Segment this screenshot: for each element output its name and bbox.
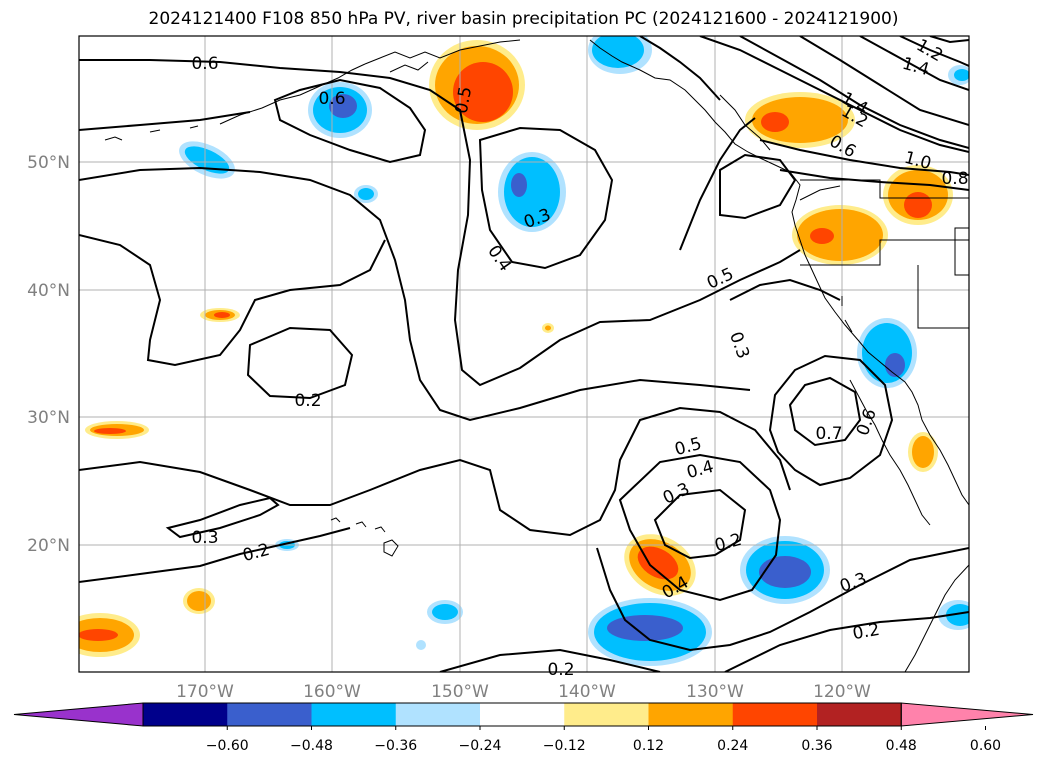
lon-label: 150°W: [431, 682, 489, 702]
colorbar-extend-high: [900, 702, 1034, 727]
anomaly-neg-small-48n: [354, 185, 378, 203]
colorbar-tick-label: 0.60: [970, 738, 1001, 754]
contour-label: 0.4: [685, 457, 716, 483]
contour-label: 0.8: [941, 169, 968, 189]
colorbar-extend-low: [13, 702, 144, 727]
colorbar-outline: [142, 702, 902, 727]
coastlines: [104, 39, 969, 672]
colorbar-tick-label: −0.36: [374, 738, 417, 754]
colorbar-swatch: [732, 703, 818, 726]
contour-label: 0.2: [851, 620, 881, 644]
contour-label: 0.2: [241, 540, 272, 566]
anomaly-neg-small-15n: [427, 600, 463, 624]
contour-label: 0.5: [452, 85, 476, 115]
anomaly-neg-central-12n: [588, 598, 712, 666]
colorbar-tick-label: −0.60: [206, 738, 249, 754]
lon-label: 140°W: [558, 682, 616, 702]
colorbar-tick-label: −0.12: [543, 738, 586, 754]
contour-label: 0.6: [853, 406, 881, 438]
anomaly-gulf-alaska: [429, 40, 525, 130]
anomaly-baja: [908, 432, 938, 472]
contour-label: 0.5: [673, 434, 704, 460]
colorbar-tick-label: 0.24: [717, 738, 748, 754]
lat-label: 20°N: [27, 536, 70, 556]
colorbar: −0.60 −0.48 −0.36 −0.24 −0.12 0.12 0.24 0.36 0.4…: [13, 702, 1034, 754]
colorbar-tick-label: 0.12: [633, 738, 664, 754]
lat-label: 40°N: [27, 281, 70, 301]
colorbar-tick-label: 0.36: [801, 738, 832, 754]
colorbar-swatch: [143, 703, 228, 726]
colorbar-tick-label: 0.48: [886, 738, 917, 754]
colorbar-swatch: [648, 703, 734, 726]
contour-label: 0.6: [191, 54, 218, 74]
precipitation-shading: [79, 36, 969, 666]
lon-label: 170°W: [176, 682, 234, 702]
anomaly-oregon-california: [792, 205, 888, 265]
lat-label: 30°N: [27, 408, 70, 428]
colorbar-swatch: [564, 703, 649, 726]
colorbar-swatch: [480, 703, 565, 726]
anomaly-neg-se-alaska: [588, 36, 652, 74]
latitude-axis-labels: 50°N 40°N 30°N 20°N: [27, 153, 70, 556]
lon-label: 120°W: [813, 682, 871, 702]
map-title: 2024121400 F108 850 hPa PV, river basin …: [148, 9, 899, 29]
contour-label: 0.4: [483, 242, 515, 276]
anomaly-west-15n: [183, 588, 215, 614]
anomaly-west-30n: [85, 421, 149, 439]
plot-frame: [78, 35, 970, 673]
contour-labels: 0.60.6 0.50.30.40.50.30.20.30.20.50.40.30…: [191, 35, 968, 680]
colorbar-swatch: [817, 703, 902, 726]
longitude-axis-labels: 170°W 160°W 150°W 140°W 130°W 120°W: [176, 682, 871, 702]
contour-label: 0.2: [713, 530, 744, 556]
lat-label: 50°N: [27, 153, 70, 173]
anomaly-neg-aleutians: [308, 82, 372, 138]
contour-label: 0.3: [191, 528, 218, 548]
contour-label: 0.5: [704, 264, 737, 294]
contour-label: 0.3: [725, 329, 753, 361]
contour-label: 0.2: [547, 660, 574, 680]
anomaly-small-west-40n: [200, 308, 240, 322]
anomaly-neg-central-20n: [740, 536, 830, 604]
colorbar-swatch: [395, 703, 481, 726]
anomaly-tiny-37n: [542, 323, 554, 333]
anomaly-neg-gulf: [498, 152, 566, 232]
contour-label: 0.6: [318, 89, 345, 109]
contour-label: 0.3: [660, 479, 693, 509]
pv-contours: [79, 36, 969, 672]
colorbar-swatch: [227, 703, 312, 726]
contour-label: 0.2: [294, 391, 321, 411]
anomaly-bc-coast: [745, 92, 855, 148]
colorbar-swatch: [311, 703, 397, 726]
anomaly-neg-ne-corner: [948, 65, 969, 85]
contour-label: 0.7: [815, 424, 842, 444]
colorbar-tick-label: −0.48: [290, 738, 333, 754]
anomaly-neg-small-50n: [179, 141, 235, 179]
colorbar-tick-label: −0.24: [459, 738, 502, 754]
anomaly-neg-tiny-11n: [416, 640, 426, 650]
lon-label: 130°W: [686, 682, 744, 702]
lon-label: 160°W: [303, 682, 361, 702]
anomaly-neg-socal: [857, 318, 917, 388]
anomaly-sw-corner: [79, 613, 140, 657]
